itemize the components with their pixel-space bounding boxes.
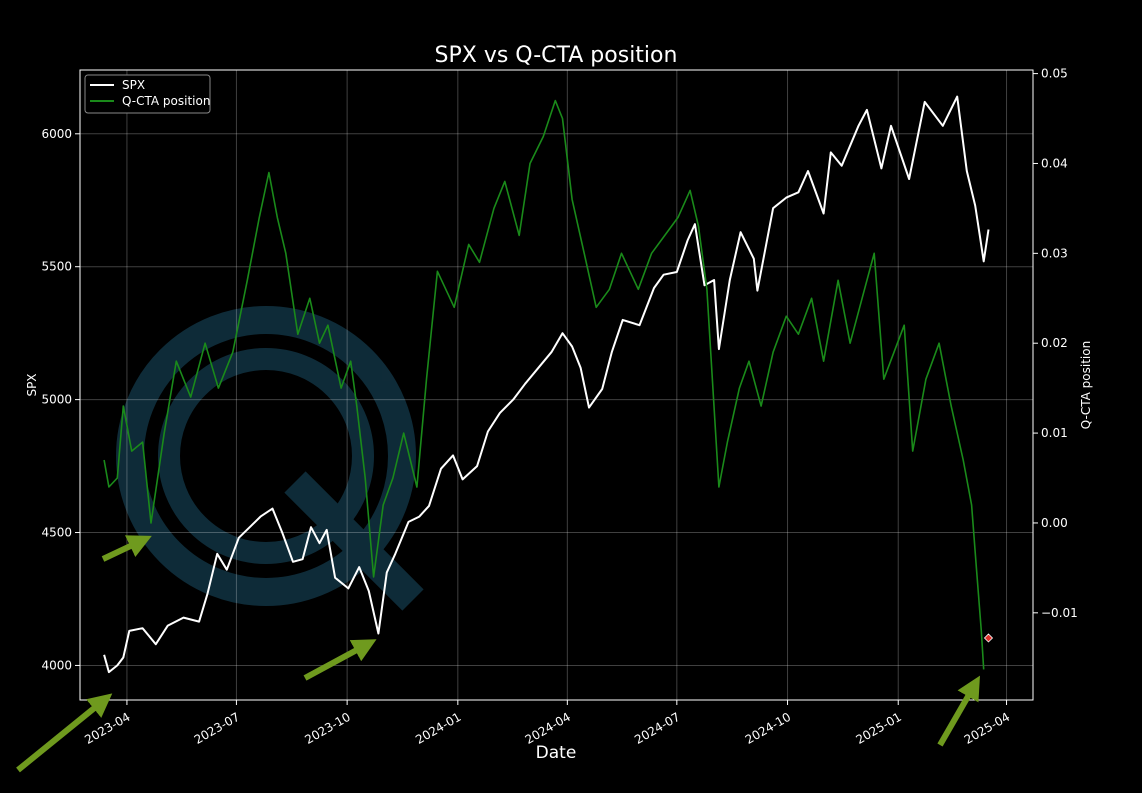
annotation-arrows — [16, 535, 980, 773]
arrow-oct-2023 — [303, 639, 377, 681]
plot-frame — [79, 69, 1034, 701]
watermark-outer-ring — [116, 306, 416, 606]
y-left-tick-label: 5500 — [41, 260, 72, 274]
y-left-tick-label: 5000 — [41, 393, 72, 407]
y-right-tick-label: 0.00 — [1041, 516, 1068, 530]
x-tick-label: 2024-10 — [743, 710, 793, 747]
arrow-mar-2025 — [937, 675, 980, 747]
x-tick-label: 2024-07 — [632, 710, 682, 747]
watermark-tail — [284, 471, 424, 611]
y-right-axis-title: Q-CTA position — [1079, 341, 1093, 429]
watermark-logo — [116, 306, 424, 611]
x-tick-label: 2023-10 — [302, 710, 352, 747]
y-right-tick-label: 0.01 — [1041, 426, 1068, 440]
x-tick-label: 2023-07 — [192, 710, 242, 747]
y-left-tick-label: 6000 — [41, 127, 72, 141]
x-tick-label: 2024-01 — [413, 710, 463, 747]
y-left-tick-label: 4000 — [41, 658, 72, 672]
x-tick-label: 2024-04 — [523, 710, 573, 747]
y-right-tick-label: 0.02 — [1041, 336, 1068, 350]
legend-box — [84, 74, 211, 114]
qcta-latest-marker — [983, 633, 994, 643]
x-tick-label: 2025-04 — [962, 710, 1012, 747]
series-layer — [103, 95, 994, 674]
y-right-tick-label: 0.05 — [1041, 67, 1068, 81]
y-right-tick-label: 0.03 — [1041, 246, 1068, 260]
axes-ticks: 2023-04 2023-07 2023-10 2024-01 2024-04 2024-… — [41, 67, 1077, 747]
qcta-position-line — [103, 99, 985, 670]
y-left-axis-title: SPX — [25, 373, 39, 396]
arrow-apr-2023 — [101, 535, 152, 562]
grid — [80, 70, 1033, 700]
y-right-tick-label: 0.04 — [1041, 156, 1068, 170]
legend: SPX Q-CTA position — [84, 74, 211, 114]
x-tick-label: 2025-01 — [854, 710, 904, 747]
legend-label-spx: SPX — [122, 78, 145, 92]
arrow-bottom-left — [16, 693, 113, 773]
spx-line — [103, 95, 990, 674]
chart-title: SPX vs Q-CTA position — [435, 43, 678, 68]
y-right-tick-label: −0.01 — [1041, 606, 1078, 620]
x-axis-title: Date — [536, 743, 577, 763]
legend-label-qcta: Q-CTA position — [122, 94, 210, 108]
y-left-tick-label: 4500 — [41, 526, 72, 540]
